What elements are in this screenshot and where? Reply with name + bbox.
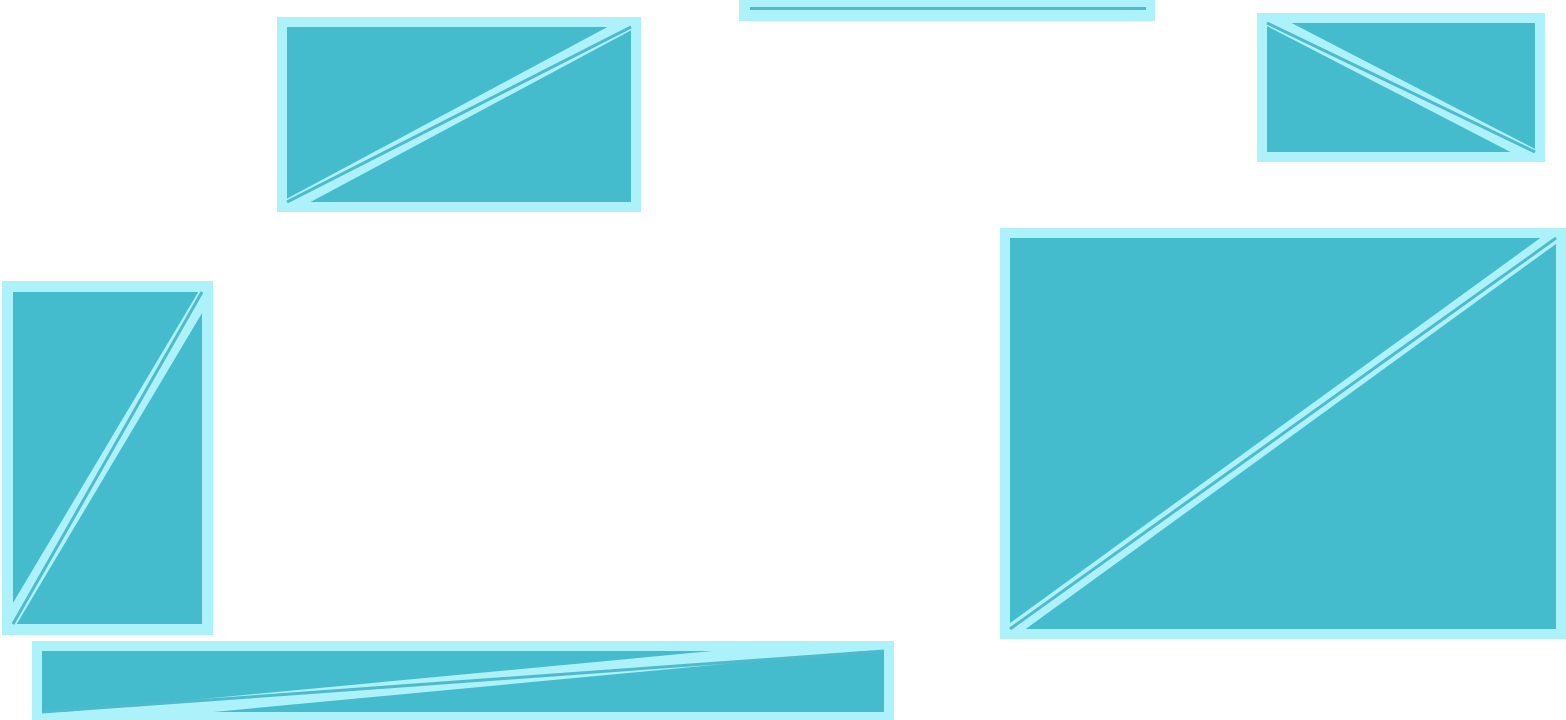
- shape-top-right-rect[interactable]: [1257, 13, 1545, 162]
- shape-top-strip[interactable]: [739, 0, 1155, 21]
- shape-large-right-rect[interactable]: [1000, 228, 1566, 639]
- shape-top-left-rect[interactable]: [277, 17, 641, 212]
- shape-left-tall-rect[interactable]: [2, 281, 213, 635]
- shape-bottom-strip[interactable]: [32, 641, 894, 720]
